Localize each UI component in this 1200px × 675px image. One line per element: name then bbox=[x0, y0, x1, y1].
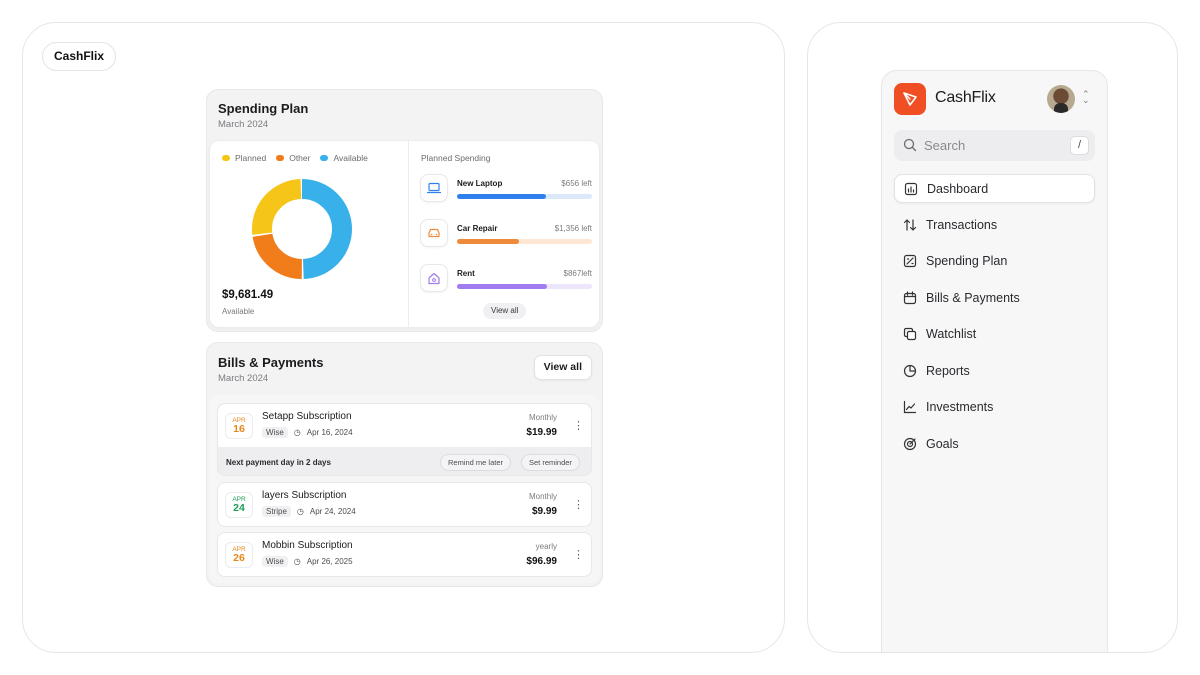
avatar[interactable] bbox=[1047, 85, 1075, 113]
car-icon bbox=[420, 219, 448, 247]
set-reminder-button[interactable]: Set reminder bbox=[521, 454, 580, 471]
available-label: Available bbox=[222, 307, 255, 316]
bill-amount: $9.99 bbox=[531, 506, 557, 517]
plan-progress-track bbox=[457, 194, 592, 199]
chevron-up-down-icon[interactable]: ⌃ ⌄ bbox=[1082, 89, 1090, 105]
more-options-icon[interactable]: ⋮ bbox=[573, 549, 584, 561]
plan-item-rent[interactable]: Rent $867left bbox=[420, 264, 592, 294]
clock-icon: ◷ bbox=[296, 507, 304, 516]
more-options-icon[interactable]: ⋮ bbox=[573, 420, 584, 432]
bill-row-main: APR 24 layers Subscription Stripe ◷ Apr … bbox=[218, 483, 591, 526]
nav-investments[interactable]: Investments bbox=[894, 393, 1095, 422]
bill-source-badge: Wise bbox=[262, 556, 288, 567]
legend-available: Available bbox=[320, 153, 368, 163]
watchlist-icon bbox=[903, 327, 917, 341]
app-name: CashFlix bbox=[935, 89, 996, 106]
bills-list: APR 16 Setapp Subscription Wise ◷ Apr 16… bbox=[209, 395, 600, 583]
sidebar: CashFlix ⌃⌄ / Dashboard Transactions Spe… bbox=[881, 70, 1108, 652]
plan-item-car-repair[interactable]: Car Repair $1,356 left bbox=[420, 219, 592, 249]
plan-item-new-laptop[interactable]: New Laptop $656 left bbox=[420, 174, 592, 204]
bill-amount: $19.99 bbox=[526, 427, 557, 438]
planned-spending-title: Planned Spending bbox=[421, 153, 491, 163]
bill-row-mobbin[interactable]: APR 26 Mobbin Subscription Wise ◷ Apr 26… bbox=[217, 532, 592, 577]
nav-watchlist[interactable]: Watchlist bbox=[894, 320, 1095, 349]
search-box: / bbox=[894, 130, 1095, 161]
next-payment-text: Next payment day in 2 days bbox=[226, 458, 331, 467]
chart-legend: Planned Other Available bbox=[222, 153, 368, 163]
date-badge: APR 16 bbox=[225, 413, 253, 439]
bill-frequency: Monthly bbox=[528, 413, 557, 422]
nav-reports[interactable]: Reports bbox=[894, 357, 1095, 386]
nav-transactions[interactable]: Transactions bbox=[894, 211, 1095, 240]
available-amount: $9,681.49 bbox=[222, 289, 274, 301]
plan-progress-track bbox=[457, 239, 592, 244]
legend-other: Other bbox=[276, 153, 310, 163]
bill-frequency: yearly bbox=[535, 542, 557, 551]
remind-later-button[interactable]: Remind me later bbox=[440, 454, 512, 471]
nav-bills-payments[interactable]: Bills & Payments bbox=[894, 284, 1095, 313]
bill-row-layers[interactable]: APR 24 layers Subscription Stripe ◷ Apr … bbox=[217, 482, 592, 527]
bill-row-main: APR 26 Mobbin Subscription Wise ◷ Apr 26… bbox=[218, 533, 591, 576]
bill-date: Apr 16, 2024 bbox=[306, 428, 353, 437]
date-badge: APR 26 bbox=[225, 542, 253, 568]
plan-progress-track bbox=[457, 284, 592, 289]
bill-row-setapp[interactable]: APR 16 Setapp Subscription Wise ◷ Apr 16… bbox=[217, 403, 592, 476]
transactions-icon bbox=[903, 219, 917, 231]
line-chart-icon bbox=[903, 400, 917, 414]
planned-view-all-button[interactable]: View all bbox=[483, 303, 527, 319]
pie-chart-icon bbox=[903, 364, 917, 378]
plan-progress-fill bbox=[457, 239, 520, 244]
divider bbox=[408, 141, 409, 329]
bills-view-all-button[interactable]: View all bbox=[533, 355, 592, 380]
nav-spending-plan[interactable]: Spending Plan bbox=[894, 247, 1095, 276]
bill-row-main: APR 16 Setapp Subscription Wise ◷ Apr 16… bbox=[218, 404, 591, 447]
preview-panel: CashFlix Spending Plan March 2024 Planne… bbox=[22, 22, 785, 653]
app-logo-icon bbox=[894, 83, 926, 115]
bill-source-badge: Wise bbox=[262, 427, 288, 438]
spending-donut-chart bbox=[252, 179, 352, 279]
home-icon bbox=[420, 264, 448, 292]
brand-pill: CashFlix bbox=[42, 42, 117, 71]
calendar-icon bbox=[903, 291, 917, 305]
sidebar-preview-panel: CashFlix ⌃⌄ / Dashboard Transactions Spe… bbox=[807, 22, 1178, 653]
bill-meta: Stripe ◷ Apr 24, 2024 bbox=[262, 506, 356, 517]
donut-segment-available bbox=[252, 179, 352, 279]
nav-goals[interactable]: Goals bbox=[894, 430, 1095, 459]
plan-progress-fill bbox=[457, 194, 547, 199]
bill-source-badge: Stripe bbox=[262, 506, 291, 517]
spending-plan-icon bbox=[903, 254, 917, 268]
search-shortcut-key: / bbox=[1070, 136, 1089, 155]
search-input[interactable] bbox=[924, 136, 1064, 154]
clock-icon: ◷ bbox=[293, 557, 301, 566]
date-badge: APR 24 bbox=[225, 492, 253, 518]
donut-segment-planned bbox=[252, 179, 352, 279]
target-icon bbox=[903, 437, 917, 451]
bill-date: Apr 24, 2024 bbox=[309, 507, 356, 516]
spending-plan-card: Spending Plan March 2024 Planned Other A… bbox=[206, 89, 603, 332]
nav-dashboard[interactable]: Dashboard bbox=[894, 174, 1095, 203]
spending-plan-subtitle: March 2024 bbox=[218, 119, 269, 130]
bill-name: Setapp Subscription bbox=[262, 411, 352, 422]
bills-title: Bills & Payments bbox=[218, 355, 324, 370]
bills-subtitle: March 2024 bbox=[218, 373, 269, 384]
search-icon bbox=[903, 138, 917, 152]
bill-amount: $96.99 bbox=[526, 556, 557, 567]
bill-frequency: Monthly bbox=[528, 492, 557, 501]
bill-meta: Wise ◷ Apr 16, 2024 bbox=[262, 427, 353, 438]
spending-plan-title: Spending Plan bbox=[218, 101, 309, 116]
clock-icon: ◷ bbox=[293, 428, 301, 437]
plan-progress-fill bbox=[457, 284, 548, 289]
laptop-icon bbox=[420, 174, 448, 202]
bill-name: Mobbin Subscription bbox=[262, 540, 353, 551]
bill-name: layers Subscription bbox=[262, 490, 347, 501]
spending-plan-body: Planned Other Available $9,681.49 Availa… bbox=[209, 140, 600, 329]
bill-meta: Wise ◷ Apr 26, 2025 bbox=[262, 556, 353, 567]
dashboard-icon bbox=[904, 182, 918, 196]
legend-planned: Planned bbox=[222, 153, 266, 163]
bills-payments-card: Bills & Payments March 2024 View all APR… bbox=[206, 342, 603, 587]
more-options-icon[interactable]: ⋮ bbox=[573, 499, 584, 511]
bill-date: Apr 26, 2025 bbox=[306, 557, 353, 566]
